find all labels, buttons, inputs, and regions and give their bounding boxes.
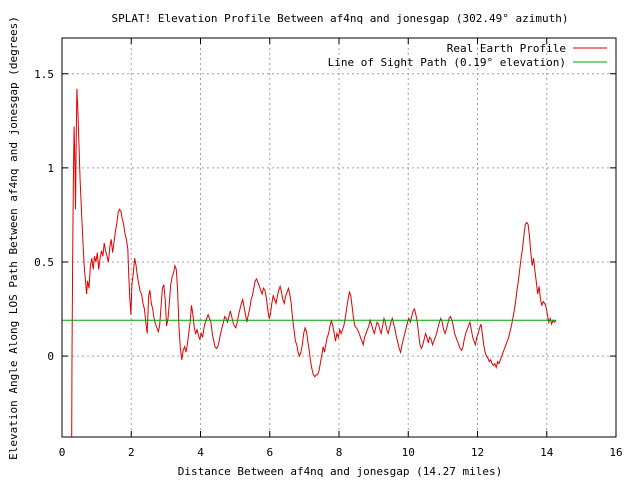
x-tick-label: 16 xyxy=(609,446,622,459)
plot-frame xyxy=(61,37,617,438)
legend-label: Line of Sight Path (0.19° elevation) xyxy=(328,56,566,69)
legend-label: Real Earth Profile xyxy=(447,42,566,55)
chart-title: SPLAT! Elevation Profile Between af4nq a… xyxy=(112,12,569,25)
x-tick-label: 4 xyxy=(197,446,204,459)
x-tick-label: 0 xyxy=(59,446,66,459)
x-tick-label: 12 xyxy=(471,446,484,459)
x-tick-label: 2 xyxy=(128,446,135,459)
y-tick-label: 0.5 xyxy=(34,256,54,269)
grid-lines xyxy=(62,38,616,437)
x-tick-label: 8 xyxy=(336,446,343,459)
y-axis-label: Elevation Angle Along LOS Path Between a… xyxy=(7,16,20,460)
x-tick-label: 6 xyxy=(266,446,273,459)
y-tick-label: 0 xyxy=(47,350,54,363)
axis-ticks: 0 2 4 6 8 10 12 14 16 0 0.5 1 1.5 xyxy=(34,38,623,459)
series-lines xyxy=(62,88,557,438)
y-tick-label: 1.5 xyxy=(34,68,54,81)
x-tick-label: 14 xyxy=(540,446,554,459)
y-tick-label: 1 xyxy=(47,162,54,175)
x-tick-label: 10 xyxy=(402,446,415,459)
x-axis-label: Distance Between af4nq and jonesgap (14.… xyxy=(178,465,503,478)
real-earth-profile-line xyxy=(71,88,557,438)
